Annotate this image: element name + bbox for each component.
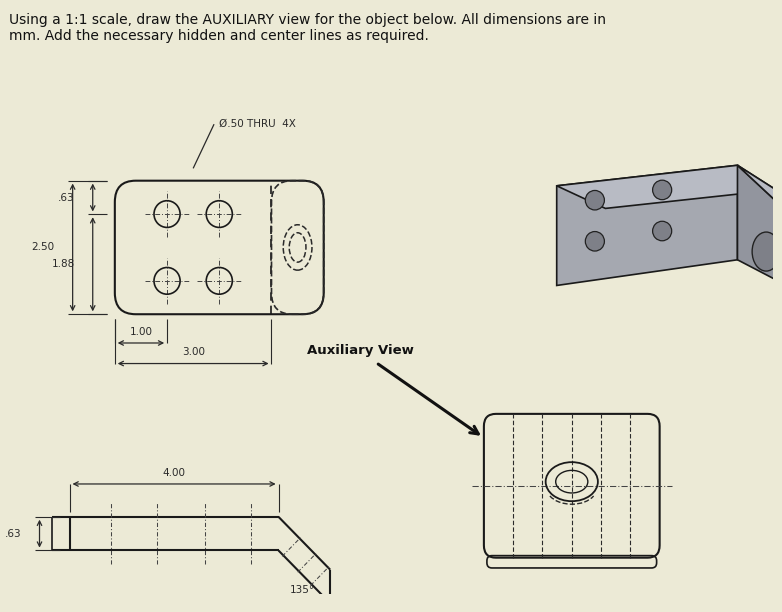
Text: 4.00: 4.00 [163, 468, 185, 478]
Text: Using a 1:1 scale, draw the AUXILIARY view for the object below. All dimensions : Using a 1:1 scale, draw the AUXILIARY vi… [9, 13, 606, 28]
Polygon shape [557, 165, 776, 209]
Text: 3.00: 3.00 [181, 348, 205, 357]
Text: mm. Add the necessary hidden and center lines as required.: mm. Add the necessary hidden and center … [9, 29, 429, 43]
Polygon shape [737, 165, 782, 217]
Polygon shape [737, 165, 782, 288]
Circle shape [585, 190, 604, 210]
Circle shape [585, 231, 604, 251]
Text: 2.50: 2.50 [31, 242, 55, 253]
Ellipse shape [752, 232, 780, 271]
Text: .63: .63 [58, 193, 74, 203]
Text: Auxiliary View: Auxiliary View [307, 345, 414, 357]
Text: Ø.50 THRU  4X: Ø.50 THRU 4X [219, 119, 296, 129]
Text: 1.00: 1.00 [130, 327, 152, 337]
Polygon shape [557, 165, 737, 285]
Text: .63: .63 [5, 529, 21, 539]
Circle shape [653, 180, 672, 200]
Text: 135°: 135° [290, 585, 315, 595]
Circle shape [653, 222, 672, 241]
Text: 1.88: 1.88 [52, 259, 74, 269]
